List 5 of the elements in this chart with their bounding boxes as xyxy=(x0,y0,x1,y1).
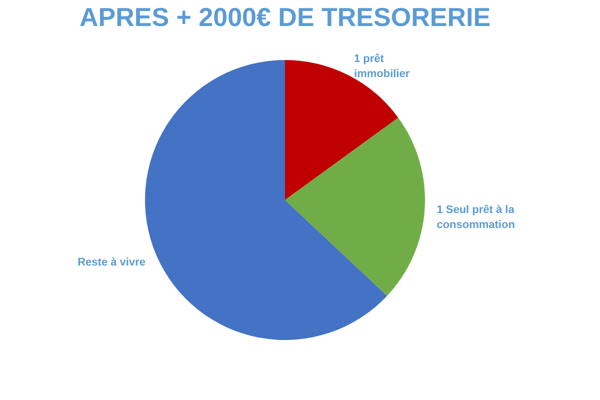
chart-title: APRES + 2000€ DE TRESORERIE xyxy=(79,2,491,32)
pie-slice xyxy=(285,118,425,296)
slice-label: 1 prêt immobilier xyxy=(354,53,410,80)
slice-label: 1 Seul prêt à la consommation xyxy=(436,204,516,231)
slice-label: Reste à vivre xyxy=(78,256,146,269)
